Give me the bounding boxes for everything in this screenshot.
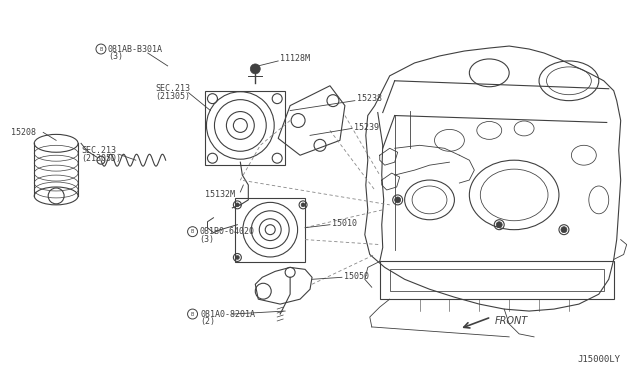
Text: FRONT: FRONT [494, 316, 527, 326]
Text: B: B [191, 229, 195, 234]
Text: 15239: 15239 [354, 123, 379, 132]
Text: SEC.213: SEC.213 [81, 146, 116, 155]
Text: 15050: 15050 [344, 272, 369, 281]
Text: B: B [99, 46, 102, 52]
Text: B: B [191, 311, 195, 317]
Circle shape [395, 197, 401, 203]
Bar [236, 198, 305, 262]
Text: (3): (3) [108, 52, 123, 61]
Text: J15000LY: J15000LY [578, 355, 621, 364]
Text: 15132M: 15132M [205, 190, 236, 199]
Bar [380, 262, 614, 299]
Circle shape [496, 222, 502, 228]
Text: 15010: 15010 [332, 219, 357, 228]
Text: (3): (3) [200, 235, 214, 244]
Circle shape [236, 256, 239, 259]
Text: (21305D): (21305D) [81, 154, 121, 163]
Text: 081A0-8201A: 081A0-8201A [200, 310, 255, 318]
Text: (2): (2) [200, 317, 216, 327]
Bar [205, 91, 285, 165]
Circle shape [561, 227, 567, 232]
Text: 15208: 15208 [12, 128, 36, 137]
Circle shape [250, 64, 260, 74]
Bar [390, 269, 604, 291]
Text: SEC.213: SEC.213 [156, 84, 191, 93]
Circle shape [301, 203, 305, 207]
Text: 081AB-B301A: 081AB-B301A [108, 45, 163, 54]
Circle shape [236, 203, 239, 207]
Text: 11128M: 11128M [280, 54, 310, 64]
Text: 15238: 15238 [357, 94, 382, 103]
Text: (21305): (21305) [156, 92, 191, 101]
Text: 081B0-64020: 081B0-64020 [200, 227, 255, 236]
